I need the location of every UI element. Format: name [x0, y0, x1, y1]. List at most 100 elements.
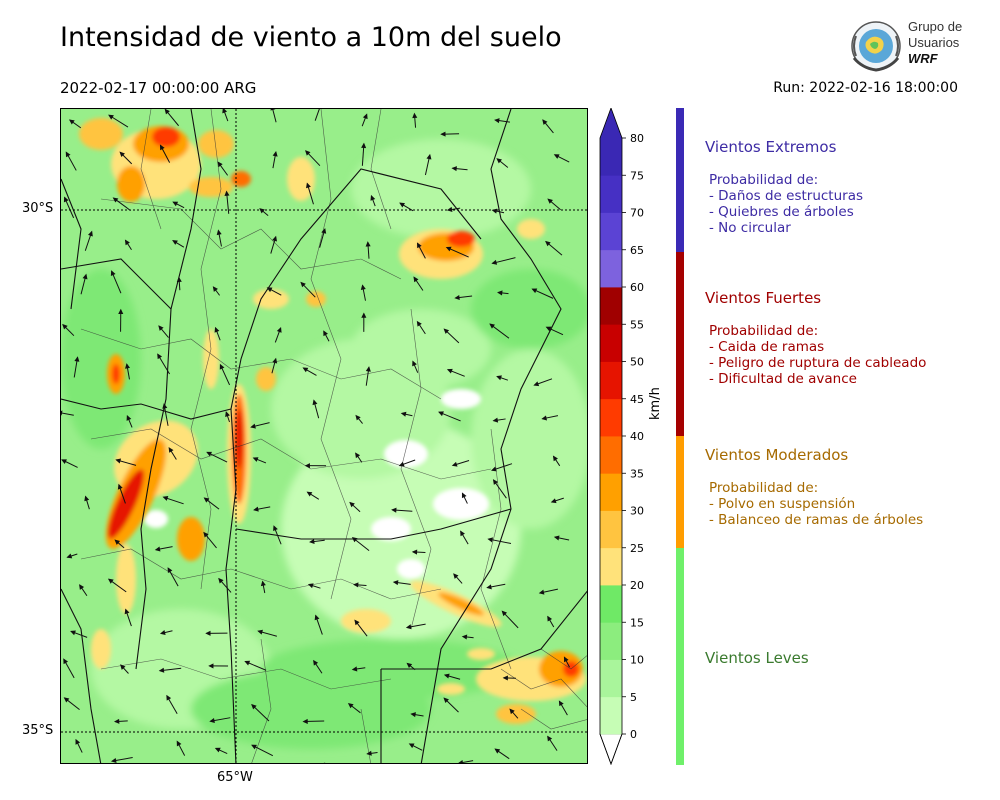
wind-arrow-head — [222, 109, 228, 114]
wind-arrow-head — [66, 553, 73, 559]
colorbar-segment — [600, 398, 622, 437]
wind-arrow-head — [276, 326, 282, 333]
wind-arrow-head — [203, 531, 209, 538]
colorbar-unit: km/h — [648, 387, 663, 420]
wind-arrow-head — [487, 537, 494, 543]
wind-arrow-head — [113, 718, 120, 724]
logo-text-wrf: WRF — [908, 51, 938, 66]
wind-calm-zones — [144, 389, 489, 579]
wind-arrow-head — [214, 326, 220, 333]
wind-arrow-head — [114, 539, 121, 545]
category-bar-leves — [676, 548, 684, 765]
wind-arrow-head — [360, 284, 366, 290]
wind-arrow-head — [164, 109, 170, 115]
wind-arrow-head — [115, 458, 122, 464]
wind-arrow-head — [370, 194, 376, 201]
colorbar-tick-label: 0 — [630, 728, 637, 741]
wind-arrow-head — [545, 326, 552, 332]
wind-arrow-head — [259, 208, 265, 214]
wind-arrow-head — [399, 202, 405, 208]
wind-arrow-head — [552, 455, 558, 462]
wind-arrow-head — [203, 497, 210, 503]
wind-arrow-head — [176, 740, 182, 747]
colorbar-segment — [600, 510, 622, 549]
wind-arrow-head — [219, 363, 225, 370]
wind-arrow-head — [550, 498, 557, 504]
wind-arrow-head — [88, 230, 93, 237]
wind-arrow-head — [361, 142, 367, 149]
wind-arrow-head — [82, 273, 88, 280]
wind-arrow-head — [306, 491, 313, 497]
category-item: - Caida de ramas — [709, 339, 825, 355]
wind-arrow-head — [392, 580, 399, 586]
wind-arrow-head — [398, 461, 405, 467]
colorbar-segment — [600, 361, 622, 400]
wind-arrow-head — [351, 666, 358, 672]
wind-arrow-head — [461, 492, 467, 499]
wind-arrow-head — [501, 610, 508, 617]
wind-arrow-head — [270, 109, 276, 111]
colorbar-tick-label: 40 — [630, 430, 644, 443]
colorbar-segment — [600, 659, 622, 698]
wind-arrow-head — [443, 328, 450, 334]
wind-arrow-head — [312, 399, 318, 406]
wind-arrow-head — [533, 381, 540, 387]
category-fuertes: Vientos Fuertes Probabilidad de: - Caida… — [705, 289, 926, 387]
wind-map — [60, 108, 588, 764]
wind-arrow-head — [541, 415, 548, 421]
wind-arrow-head — [323, 330, 328, 337]
colorbar-svg: 0 5 10 15 20 25 30 35 40 45 50 55 60 65 70 75 80 — [599, 106, 644, 766]
wind-arrow-head — [63, 697, 70, 703]
wind-arrow-head — [547, 198, 553, 204]
wind-arrow-head — [304, 463, 310, 469]
wind-arrow-head — [458, 759, 464, 763]
wind-arrow-head — [272, 357, 278, 364]
wind-arrow-head — [545, 240, 551, 247]
wind-arrow-head — [216, 229, 222, 236]
wind-arrow-head — [119, 151, 125, 158]
wind-arrow-head — [154, 546, 161, 552]
wind-arrow-head — [157, 353, 163, 360]
wind-arrow-head — [166, 694, 172, 701]
wind-arrow-head — [251, 703, 257, 710]
lat-label-35s: 35°S — [22, 723, 54, 738]
colorbar-tick-label: 30 — [630, 505, 644, 518]
wind-arrow-head — [110, 757, 117, 763]
wind-arrow-head — [443, 697, 449, 703]
category-title: Vientos Fuertes — [705, 289, 822, 307]
wind-arrow-head — [158, 325, 164, 331]
wind-arrow-head — [365, 366, 371, 372]
wind-arrow-head — [272, 235, 278, 242]
category-moderados: Vientos Moderados Probabilidad de: - Pol… — [705, 446, 923, 528]
wind-arrow-head — [440, 131, 446, 137]
colorbar-segment — [600, 212, 622, 251]
colorbar-tick-label: 80 — [630, 132, 644, 145]
wind-arrow-head — [118, 308, 124, 314]
map-title: Intensidad de viento a 10m del suelo — [60, 22, 562, 53]
wind-arrow-head — [125, 363, 131, 369]
graticule — [61, 109, 587, 763]
wind-arrow-head — [84, 495, 90, 502]
wind-arrow-head — [257, 629, 263, 635]
wrf-logo: Grupo de Usuarios WRF — [848, 18, 978, 74]
category-item: - Peligro de ruptura de cableado — [709, 355, 927, 371]
wind-arrow-head — [553, 154, 560, 159]
wind-arrow-head — [553, 535, 560, 541]
wind-arrow-head — [108, 114, 114, 120]
colorbar-tick-label: 45 — [630, 393, 644, 406]
colorbar-segment — [600, 249, 622, 288]
wind-arrow-head — [212, 286, 218, 292]
wind-arrow-head — [314, 614, 320, 621]
category-title: Vientos Moderados — [705, 446, 849, 464]
colorbar-segment — [600, 696, 622, 735]
wind-arrow-head — [355, 414, 361, 421]
wind-arrow-head — [490, 466, 497, 472]
department-borders — [80, 109, 587, 763]
category-leves: Vientos Leves — [705, 649, 809, 667]
wind-arrow-head — [70, 630, 76, 636]
category-item: - Balanceo de ramas de árboles — [709, 512, 924, 528]
wind-arrow-head — [251, 744, 257, 750]
wind-arrow-head — [63, 658, 69, 665]
wind-arrow-head — [391, 507, 397, 513]
wind-arrow-head — [413, 276, 419, 283]
